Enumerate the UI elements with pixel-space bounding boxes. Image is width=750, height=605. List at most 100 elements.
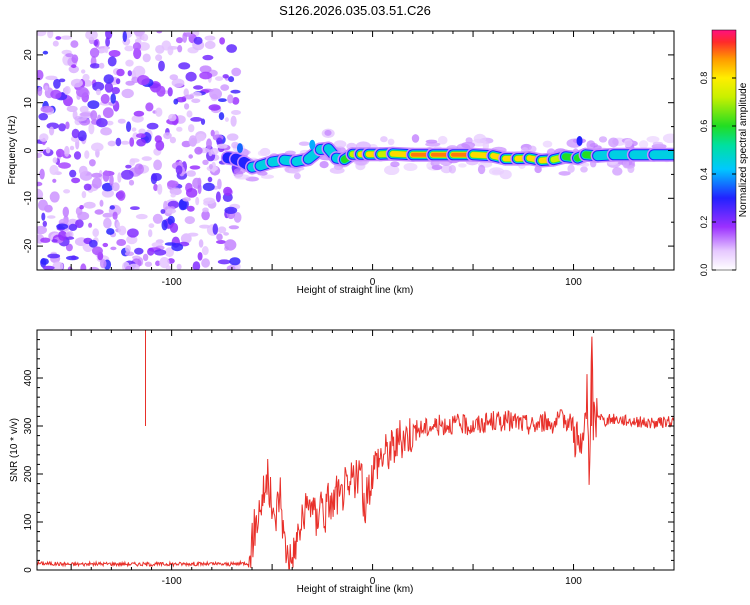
halo-blob — [231, 141, 240, 149]
noise-blob — [141, 156, 152, 161]
noise-blob — [76, 86, 89, 98]
noise-blob — [178, 198, 187, 211]
noise-blob — [47, 253, 61, 259]
colorbar-gradient — [711, 29, 737, 271]
noise-blob — [217, 226, 227, 234]
noise-blob — [68, 223, 78, 231]
noise-blob — [70, 40, 79, 48]
noise-blob — [181, 140, 191, 148]
noise-blob — [197, 183, 202, 195]
noise-blob — [124, 45, 134, 52]
noise-blob — [82, 79, 93, 87]
noise-blob — [171, 243, 184, 252]
noise-blob — [89, 63, 101, 69]
noise-blob — [189, 165, 201, 170]
noise-blob — [129, 158, 136, 166]
halo-blob — [580, 166, 588, 173]
bottom-x-axis-label: Height of straight line (km) — [297, 584, 414, 595]
noise-blob — [152, 213, 163, 224]
noise-blob — [176, 263, 182, 270]
halo-blob — [558, 171, 571, 176]
noise-blob — [65, 121, 70, 130]
noise-blob — [145, 102, 154, 112]
noise-blob — [37, 86, 43, 97]
noise-blob — [203, 197, 216, 205]
noise-blob — [222, 74, 229, 79]
noise-blob — [177, 45, 183, 53]
x-tick-label: 0 — [370, 277, 376, 288]
noise-blob — [147, 247, 155, 256]
track-spike — [309, 139, 316, 150]
noise-blob — [208, 149, 213, 157]
noise-blob — [108, 50, 121, 57]
bottom-xtick-labels: -100 0 100 — [162, 576, 583, 587]
noise-blob — [73, 151, 82, 160]
noise-blob — [52, 261, 64, 270]
noise-blob — [110, 93, 116, 104]
noise-blob — [42, 265, 55, 270]
halo-blob — [534, 165, 542, 174]
noise-blob — [69, 169, 77, 178]
noise-blob — [167, 180, 179, 188]
noise-blob — [90, 110, 98, 121]
noise-blob — [131, 127, 137, 132]
noise-blob — [125, 59, 134, 67]
noise-blob — [120, 169, 134, 180]
noise-blob — [151, 173, 162, 181]
noise-blob — [153, 159, 163, 171]
noise-blob — [125, 244, 131, 253]
halo-blob — [387, 138, 395, 146]
noise-blob — [75, 219, 84, 229]
noise-blob — [233, 212, 242, 223]
noise-blob — [106, 120, 114, 126]
x-tick-label: 100 — [565, 277, 582, 288]
noise-blob — [144, 261, 152, 267]
noise-blob — [53, 78, 61, 89]
halo-blob — [608, 137, 619, 148]
halo-blob — [425, 142, 441, 147]
noise-blob — [58, 78, 66, 83]
noise-blob — [167, 87, 173, 97]
colorbar: 0.0 0.2 0.4 0.6 0.8 Normalized spectral ampl… — [699, 29, 749, 276]
colorbar-tick-label: 0.8 — [699, 72, 709, 85]
noise-blob — [134, 247, 144, 255]
noise-blob — [58, 162, 71, 169]
noise-blob — [89, 47, 100, 58]
noise-blob — [83, 201, 96, 209]
noise-blob — [202, 207, 209, 213]
noise-blob — [226, 44, 238, 53]
y-tick-label: 0 — [23, 567, 34, 573]
halo-blob — [488, 167, 505, 176]
noise-blob — [148, 229, 153, 238]
noise-blob — [167, 215, 175, 226]
bottom-y-axis-label: SNR (10 * v/v) — [9, 418, 20, 482]
y-tick-label: 100 — [23, 513, 34, 530]
noise-blob — [160, 209, 166, 214]
noise-blob — [103, 217, 112, 229]
noise-blob — [87, 100, 100, 109]
y-tick-label: 300 — [23, 417, 34, 434]
noise-blob — [176, 126, 183, 132]
noise-blob — [199, 65, 212, 74]
noise-blob — [197, 251, 203, 261]
noise-blob — [49, 164, 59, 176]
colorbar-tick-label: 0.6 — [699, 120, 709, 133]
noise-blob — [169, 74, 179, 81]
noise-blob — [56, 223, 69, 230]
y-tick-label: 10 — [23, 97, 34, 109]
noise-blob — [204, 35, 216, 41]
noise-blob — [231, 110, 241, 115]
noise-blob — [219, 37, 226, 45]
noise-blob — [63, 189, 71, 194]
y-tick-label: 20 — [23, 49, 34, 61]
noise-blob — [217, 178, 222, 190]
noise-blob — [171, 78, 185, 88]
noise-blob — [88, 123, 95, 135]
noise-blob — [156, 85, 166, 97]
bottom-ticks — [37, 329, 675, 571]
noise-blob — [199, 224, 211, 229]
noise-blob — [88, 222, 93, 228]
noise-blob — [127, 70, 132, 77]
top-ticks — [37, 30, 675, 271]
